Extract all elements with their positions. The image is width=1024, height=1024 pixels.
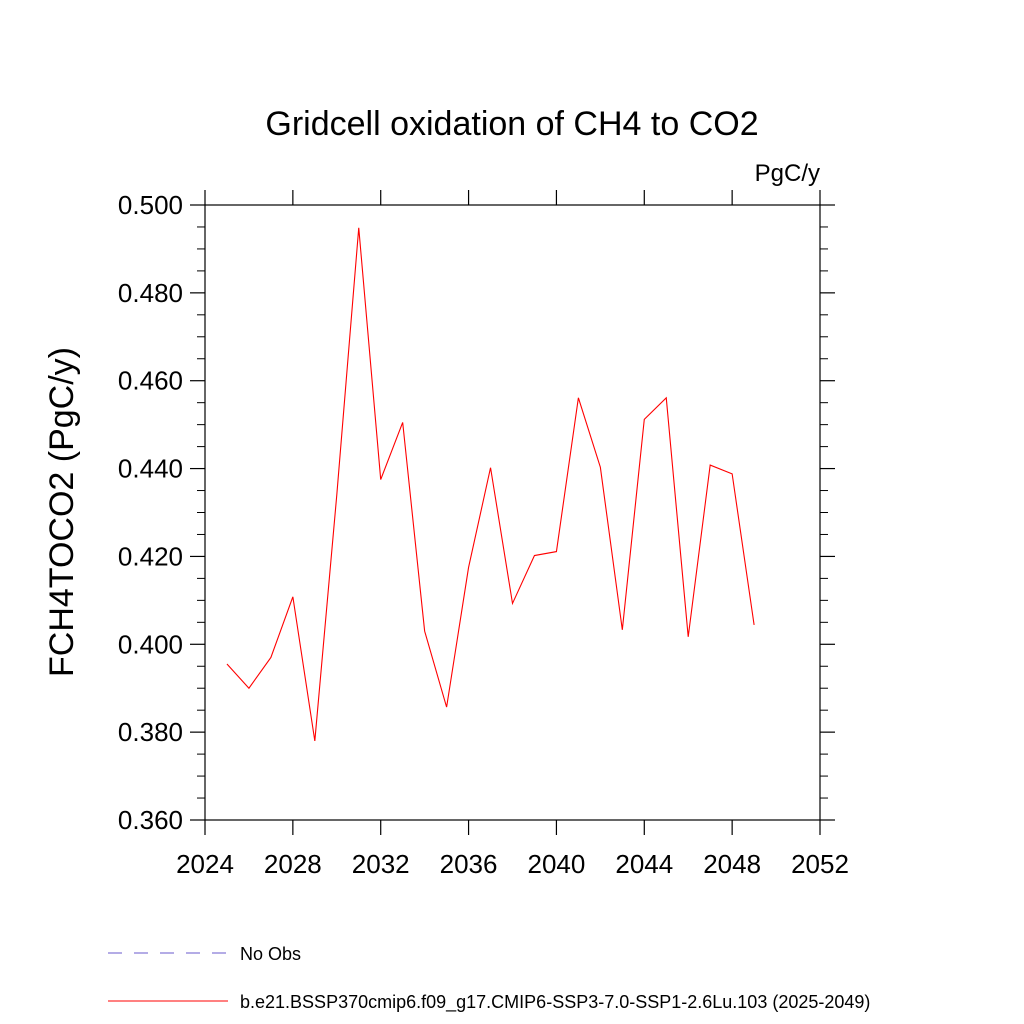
x-tick-label: 2052 [791, 849, 849, 879]
x-tick-label: 2024 [176, 849, 234, 879]
series-group [226, 227, 755, 742]
units-label: PgC/y [755, 160, 820, 187]
legend: No Obs b.e21.BSSP370cmip6.f09_g17.CMIP6-S… [108, 944, 870, 1013]
x-tick-label: 2028 [264, 849, 322, 879]
y-tick-label: 0.380 [118, 717, 183, 747]
y-tick-label: 0.400 [118, 629, 183, 659]
x-tick-label: 2048 [703, 849, 761, 879]
y-axis-label: FCH4TOCO2 (PgC/y) [43, 347, 81, 677]
series-line [226, 227, 755, 742]
y-tick-label: 0.460 [118, 366, 183, 396]
y-tick-labels: 0.360 0.380 0.400 0.420 0.440 0.460 0.480 0.500 [118, 190, 183, 835]
y-tick-label: 0.420 [118, 541, 183, 571]
x-tick-label: 2044 [615, 849, 673, 879]
x-tick-label: 2032 [352, 849, 410, 879]
y-tick-label: 0.480 [118, 278, 183, 308]
y-tick-label: 0.360 [118, 805, 183, 835]
legend-label: No Obs [240, 944, 301, 964]
axis-ticks [190, 190, 835, 835]
plot-frame [204, 204, 821, 821]
y-tick-label: 0.500 [118, 190, 183, 220]
x-tick-label: 2040 [528, 849, 586, 879]
x-tick-label: 2036 [440, 849, 498, 879]
y-tick-label: 0.440 [118, 454, 183, 484]
x-tick-labels: 2024 2028 2032 2036 2040 2044 2048 2052 [176, 849, 849, 879]
legend-label: b.e21.BSSP370cmip6.f09_g17.CMIP6-SSP3-7.… [240, 992, 870, 1013]
chart-title: Gridcell oxidation of CH4 to CO2 [265, 105, 758, 143]
